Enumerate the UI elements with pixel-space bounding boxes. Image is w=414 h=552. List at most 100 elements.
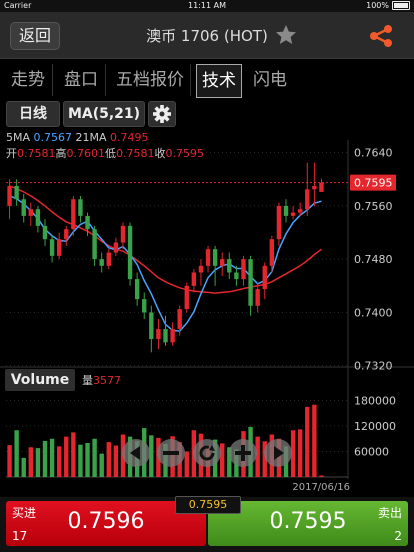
tab-lightning[interactable]: 闪电	[253, 70, 287, 90]
candle-body	[312, 185, 317, 190]
volume-bar	[14, 430, 19, 477]
candle-body	[283, 205, 289, 216]
zoom-out-button[interactable]	[157, 439, 185, 467]
reset-button[interactable]	[193, 439, 221, 467]
volume-bar	[305, 406, 310, 477]
volume-bar	[92, 438, 97, 477]
candle-body	[319, 182, 324, 192]
volume-button[interactable]: Volume	[5, 369, 75, 391]
volume-bar	[21, 457, 26, 477]
settings-button[interactable]	[148, 101, 176, 127]
candle-body	[35, 209, 41, 226]
tab-order-book[interactable]: 盘口	[57, 64, 106, 96]
candle	[21, 193, 26, 223]
candle	[127, 222, 133, 286]
candle-body	[269, 239, 275, 266]
candle-body	[21, 199, 26, 216]
refresh-icon	[199, 445, 215, 461]
candle-body	[297, 209, 303, 213]
candle-body	[56, 239, 62, 256]
ma5-line	[9, 195, 322, 332]
volume-bar	[56, 446, 62, 477]
candle-body	[113, 242, 119, 253]
candle	[78, 195, 83, 223]
candle	[319, 178, 324, 192]
buy-price: 0.7596	[67, 509, 145, 534]
candle	[241, 255, 246, 286]
candle-body	[241, 259, 246, 280]
tab-bar: 走势 盘口 五档报价 技术 闪电	[0, 64, 414, 98]
ma5-label: 5MA	[6, 131, 31, 144]
chevron-left-icon	[130, 446, 140, 460]
candle-body	[49, 239, 55, 256]
candle	[177, 305, 182, 336]
candle	[184, 282, 189, 313]
back-button[interactable]: 返回	[10, 22, 60, 50]
close-label: 收	[154, 147, 166, 160]
volume-tick-label: 120000	[354, 420, 396, 433]
candle	[99, 252, 104, 273]
candle	[290, 205, 296, 220]
scroll-left-button[interactable]	[122, 439, 150, 467]
low-value: 0.7581	[116, 147, 155, 160]
sell-price: 0.7595	[269, 509, 347, 534]
candle-body	[14, 185, 19, 200]
volume-bar	[220, 443, 225, 477]
candle	[149, 305, 154, 353]
plus-icon	[235, 445, 251, 461]
volume-qty-value: 3577	[93, 374, 121, 387]
candle-body	[7, 185, 12, 206]
candle-body	[248, 259, 253, 306]
candle	[85, 212, 90, 236]
ma-readout: 5MA 0.7567 21MA 0.7495	[6, 130, 204, 146]
last-price-badge: 0.7595	[175, 496, 241, 514]
candle	[28, 202, 34, 226]
candle-body	[227, 259, 232, 273]
chart-toolbar: 日线 MA(5,21)	[0, 99, 414, 127]
nav-bar: 澳币 1706 (HOT) 返回	[0, 12, 414, 59]
buy-button[interactable]: 买进 17 0.7596	[6, 501, 206, 546]
candle-body	[205, 249, 211, 266]
scroll-right-button[interactable]	[264, 439, 292, 467]
candle	[248, 255, 253, 316]
favorite-star-icon[interactable]	[274, 23, 298, 47]
candle-body	[134, 279, 140, 300]
buy-label: 买进	[12, 506, 37, 520]
zoom-in-button[interactable]	[229, 439, 257, 467]
price-tick-label: 0.7400	[354, 306, 393, 319]
price-tick-label: 0.7640	[354, 147, 393, 160]
tab-five-level-quote[interactable]: 五档报价	[110, 64, 191, 96]
tab-technical[interactable]: 技术	[196, 64, 242, 98]
share-icon[interactable]	[368, 23, 394, 49]
battery-percent: 100%	[366, 1, 389, 10]
candle-body	[64, 229, 69, 240]
volume-bar	[312, 404, 317, 477]
tab-trend[interactable]: 走势	[4, 64, 53, 96]
candle	[49, 235, 55, 263]
period-button[interactable]: 日线	[6, 101, 60, 127]
volume-bar	[255, 436, 260, 477]
candle-body	[234, 272, 239, 280]
candle-body	[170, 329, 175, 343]
sell-button[interactable]: 卖出 2 0.7595	[208, 501, 408, 546]
candle	[14, 179, 19, 206]
candle-body	[92, 229, 97, 260]
sell-label: 卖出	[377, 506, 402, 520]
ma-button[interactable]: MA(5,21)	[63, 101, 145, 127]
page-title: 澳币 1706 (HOT)	[146, 27, 268, 45]
volume-bar	[113, 445, 119, 477]
minus-icon	[163, 451, 179, 455]
price-tick-label: 0.7480	[354, 253, 393, 266]
candle	[312, 162, 317, 206]
candle-body	[42, 225, 48, 240]
candle	[220, 252, 225, 276]
open-label: 开	[6, 147, 17, 160]
candle	[35, 205, 41, 233]
volume-bar	[99, 453, 104, 477]
ma21-label: 21MA	[75, 131, 107, 144]
chevron-right-icon	[274, 446, 284, 460]
volume-tick-label: 60000	[354, 446, 389, 459]
volume-bar	[71, 432, 76, 477]
candle	[276, 202, 282, 246]
candle	[7, 179, 12, 220]
